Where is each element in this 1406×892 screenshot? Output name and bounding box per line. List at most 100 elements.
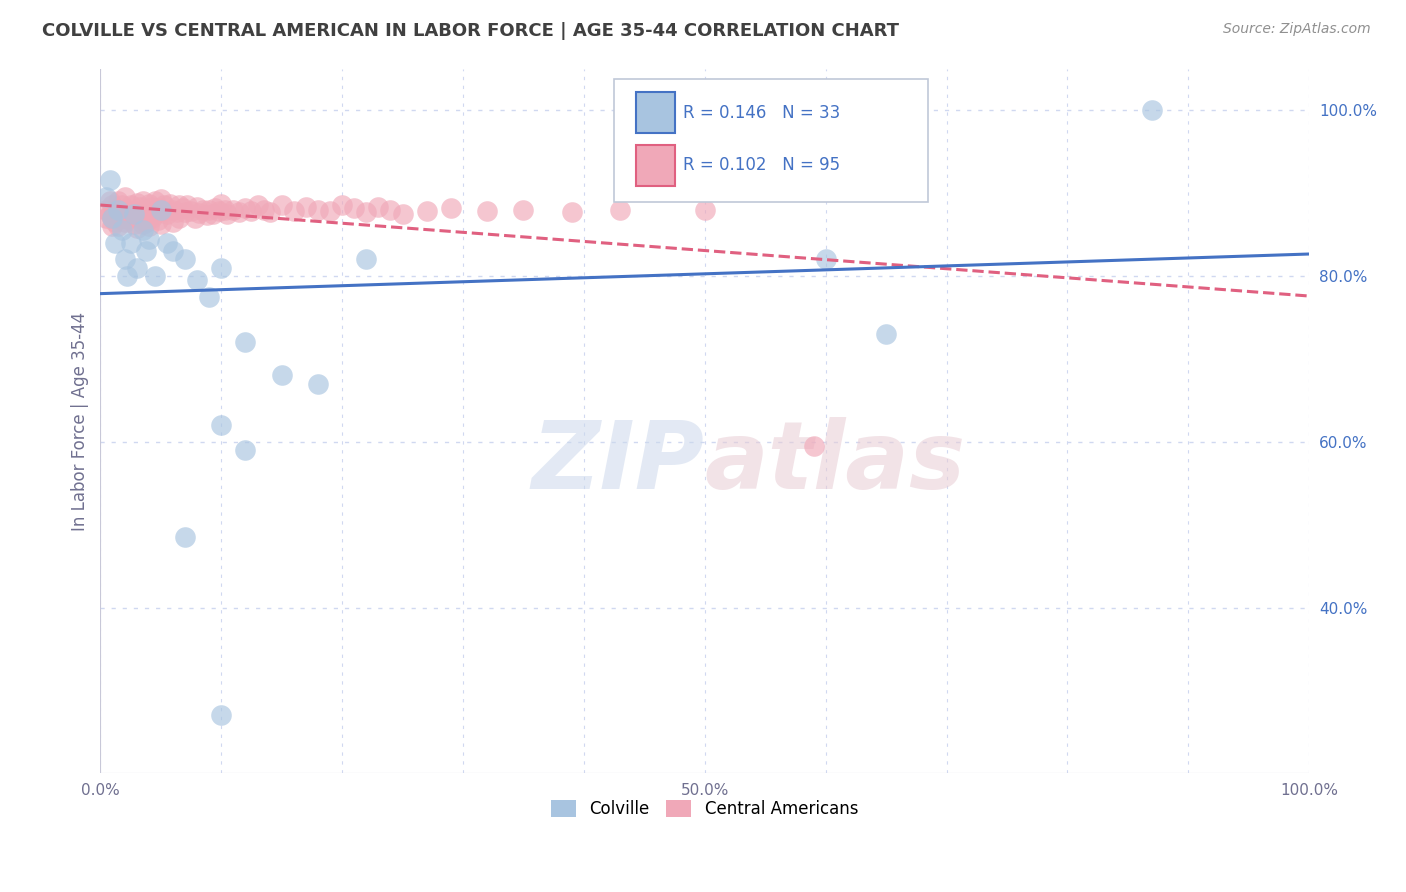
Point — [356, 252, 378, 267]
Point — [156, 235, 179, 250]
Point — [122, 218, 145, 232]
Point — [270, 368, 292, 383]
Legend: Colville, Central Americans: Colville, Central Americans — [544, 794, 865, 825]
Point — [138, 196, 160, 211]
Point — [120, 198, 142, 212]
Point — [176, 198, 198, 212]
Point — [143, 268, 166, 283]
Point — [135, 202, 157, 217]
Point — [283, 204, 305, 219]
Point — [125, 195, 148, 210]
Point — [129, 211, 152, 225]
Point — [98, 194, 121, 209]
Point — [104, 215, 127, 229]
Point — [135, 215, 157, 229]
Point — [148, 213, 170, 227]
Point — [111, 198, 134, 212]
Point — [217, 207, 239, 221]
Point — [96, 202, 118, 217]
Point — [120, 209, 142, 223]
Point — [138, 219, 160, 233]
Text: R = 0.146   N = 33: R = 0.146 N = 33 — [683, 104, 841, 122]
Point — [107, 202, 129, 217]
Point — [143, 194, 166, 209]
Point — [115, 212, 138, 227]
Point — [101, 211, 124, 225]
Point — [101, 198, 124, 212]
Point — [803, 439, 825, 453]
Point — [209, 260, 232, 275]
Point — [98, 207, 121, 221]
Point — [131, 194, 153, 209]
Point — [114, 190, 136, 204]
Point — [107, 207, 129, 221]
Point — [107, 194, 129, 209]
Point — [512, 202, 534, 217]
Point — [120, 235, 142, 250]
Point — [186, 273, 208, 287]
Point — [561, 205, 583, 219]
Point — [174, 205, 197, 219]
Point — [440, 201, 463, 215]
Point — [208, 204, 231, 219]
Point — [307, 376, 329, 391]
Point — [114, 252, 136, 267]
Point — [228, 205, 250, 219]
Point — [201, 207, 224, 221]
Point — [111, 211, 134, 225]
Point — [330, 198, 353, 212]
Point — [198, 289, 221, 303]
Point — [149, 218, 172, 232]
Text: atlas: atlas — [704, 417, 966, 509]
Point — [131, 223, 153, 237]
Point — [191, 202, 214, 217]
Point — [159, 196, 181, 211]
Point — [416, 204, 439, 219]
Point — [295, 200, 318, 214]
Point — [246, 198, 269, 212]
Point — [195, 208, 218, 222]
Point — [270, 198, 292, 212]
Point — [96, 190, 118, 204]
Point — [122, 207, 145, 221]
Text: COLVILLE VS CENTRAL AMERICAN IN LABOR FORCE | AGE 35-44 CORRELATION CHART: COLVILLE VS CENTRAL AMERICAN IN LABOR FO… — [42, 22, 900, 40]
FancyBboxPatch shape — [636, 92, 675, 134]
Point — [1140, 103, 1163, 117]
Point — [148, 201, 170, 215]
Point — [167, 211, 190, 225]
Point — [180, 204, 202, 219]
Point — [214, 202, 236, 217]
Text: ZIP: ZIP — [531, 417, 704, 509]
Point — [235, 201, 257, 215]
Point — [156, 207, 179, 221]
Point — [149, 192, 172, 206]
Point — [115, 202, 138, 217]
Point — [114, 202, 136, 217]
Point — [166, 205, 188, 219]
Point — [222, 202, 245, 217]
Point — [107, 219, 129, 233]
Point — [209, 708, 232, 723]
Point — [135, 244, 157, 258]
Point — [101, 219, 124, 233]
FancyBboxPatch shape — [636, 145, 675, 186]
Point — [367, 200, 389, 214]
Point — [186, 200, 208, 214]
Point — [209, 418, 232, 433]
Point — [252, 202, 274, 217]
Point — [814, 252, 837, 267]
Point — [138, 208, 160, 222]
Point — [477, 204, 499, 219]
FancyBboxPatch shape — [614, 79, 928, 202]
Point — [131, 205, 153, 219]
Point — [104, 202, 127, 217]
Point — [183, 211, 205, 225]
Point — [162, 215, 184, 229]
Point — [356, 205, 378, 219]
Point — [391, 207, 413, 221]
Point — [125, 220, 148, 235]
Point — [149, 204, 172, 219]
Point — [115, 268, 138, 283]
Point — [209, 196, 232, 211]
Point — [380, 202, 402, 217]
